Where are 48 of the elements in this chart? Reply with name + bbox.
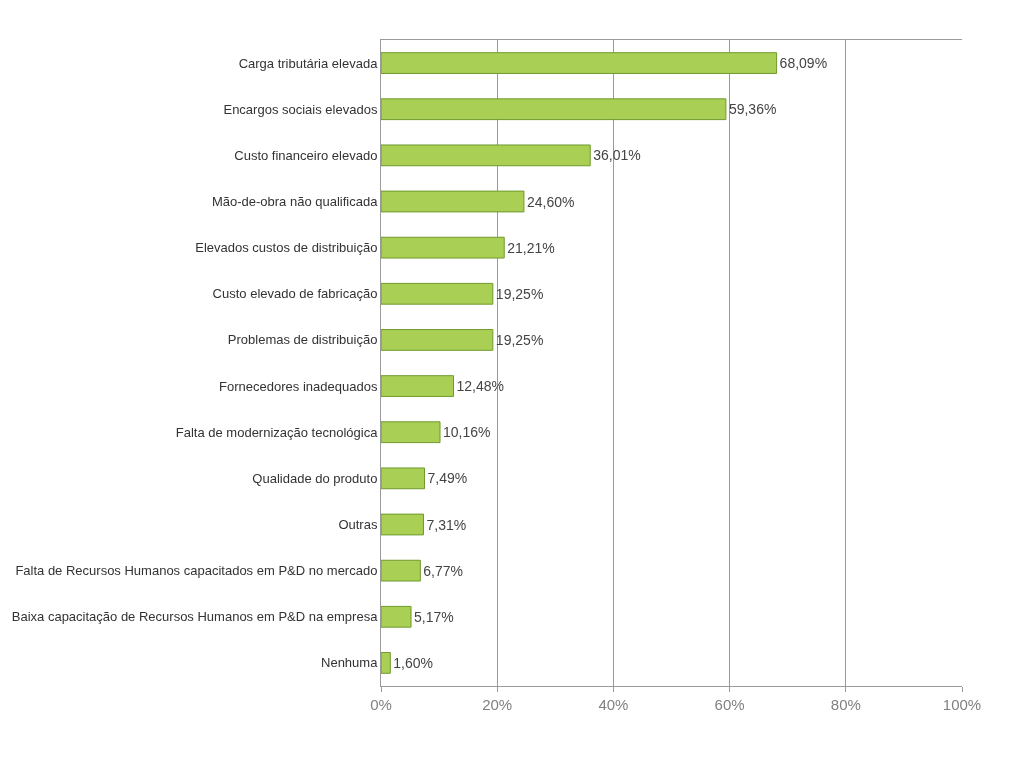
y-tick-label: Falta de Recursos Humanos capacitados em P&D no mercado (15, 563, 378, 579)
data-label: 5,17% (414, 608, 454, 625)
data-label: 19,25% (495, 331, 544, 348)
data-label: 68,09% (779, 55, 828, 72)
data-label: 10,16% (443, 424, 491, 441)
y-tick-label: Custo financeiro elevado (234, 147, 378, 163)
data-label: 59,36% (728, 101, 777, 118)
data-label: 7,31% (426, 516, 467, 533)
y-tick-label: Encargos sociais elevados (223, 101, 378, 117)
y-tick-label: Falta de modernização tecnológica (175, 424, 379, 440)
bar (381, 52, 778, 74)
x-tick-label: 80% (830, 696, 861, 713)
y-tick-label: Mão-de-obra não qualificada (211, 194, 379, 210)
y-tick-label: Custo elevado de fabricação (212, 286, 378, 302)
bar (381, 467, 426, 490)
bar (381, 190, 525, 213)
data-label: 1,60% (393, 654, 433, 671)
y-tick-label: Carga tributária elevada (238, 55, 379, 71)
y-tick-label: Elevados custos de distribuição (195, 240, 378, 256)
data-label: 19,25% (495, 285, 544, 302)
y-tick-label: Baixa capacitação de Recursos Humanos em P&D na empresa (11, 609, 379, 625)
data-label: 6,77% (423, 562, 464, 579)
x-tick-label: 100% (942, 696, 982, 713)
bar (381, 605, 412, 628)
y-tick-label: Outras (338, 517, 378, 533)
data-label: 24,60% (526, 193, 575, 210)
bar (381, 98, 727, 121)
y-tick-label: Problemas de distribuição (227, 332, 378, 348)
bar (381, 236, 505, 259)
x-tick-label: 60% (714, 696, 745, 713)
bar (381, 559, 421, 582)
x-tick-label: 40% (598, 696, 629, 713)
y-tick-label: Fornecedores inadequados (219, 378, 378, 394)
bar (381, 652, 391, 674)
bar (381, 144, 591, 167)
data-label: 36,01% (593, 147, 641, 164)
x-tick-label: 20% (482, 696, 513, 713)
bar (381, 282, 494, 305)
x-tick-label: 0% (370, 696, 392, 713)
data-label: 7,49% (427, 470, 468, 487)
data-label: 21,21% (507, 239, 555, 256)
data-label: 12,48% (456, 378, 504, 395)
bar (381, 421, 441, 444)
bar (381, 329, 494, 351)
y-tick-label: Nenhuma (321, 655, 379, 671)
bar (381, 513, 424, 536)
bar (381, 375, 455, 397)
y-tick-label: Qualidade do produto (252, 470, 378, 486)
